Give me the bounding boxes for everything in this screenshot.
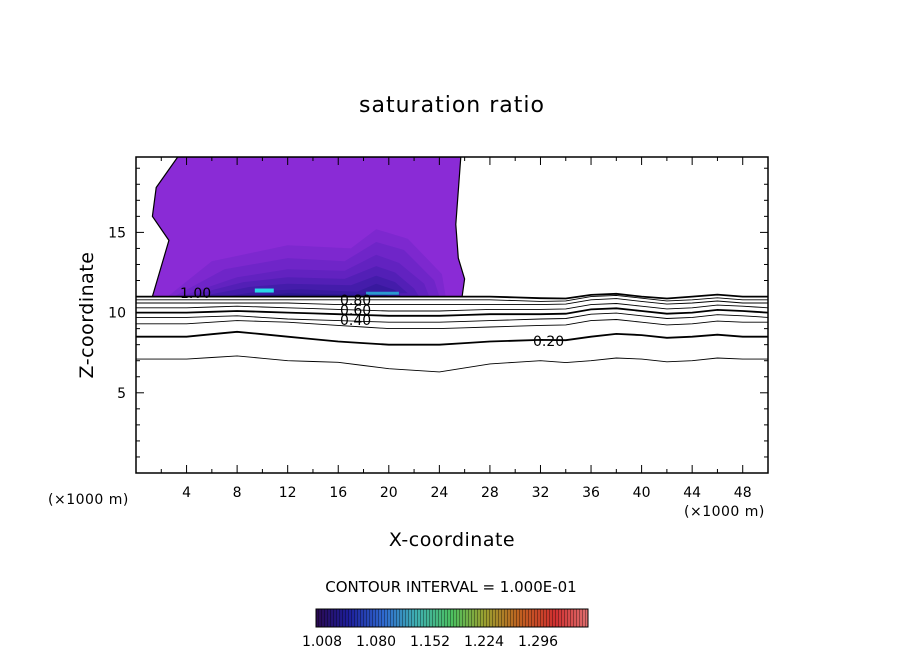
contour-line xyxy=(136,319,768,330)
cloud-max-cell xyxy=(254,288,274,293)
contour-line xyxy=(136,355,768,373)
contour-line xyxy=(136,292,768,300)
colorbar: 1.008 1.080 1.152 1.224 1.296 xyxy=(302,608,589,650)
cloud-band xyxy=(224,283,402,297)
contour-label-1: 1.00 xyxy=(180,286,211,302)
contour-lines xyxy=(136,292,768,373)
x-axis-ticks: 4 8 12 16 20 24 28 32 36 40 44 48 xyxy=(160,157,752,501)
colorbar-tick-4: 1.224 xyxy=(464,634,504,650)
contour-line xyxy=(136,298,768,306)
z-unit-label: (×1000 m) xyxy=(48,492,129,508)
x-tick-label: 20 xyxy=(380,485,398,501)
x-tick-label: 24 xyxy=(430,485,448,501)
contour-line xyxy=(136,312,768,323)
y-axis-label: Z-coordinate xyxy=(76,252,98,379)
chart-title: saturation ratio xyxy=(359,93,545,118)
y-tick-label: 5 xyxy=(117,386,126,402)
plot-frame xyxy=(135,156,769,474)
colorbar-tick-5: 1.296 xyxy=(518,634,558,650)
x-tick-label: 4 xyxy=(182,485,191,501)
y-tick-label: 10 xyxy=(108,306,126,322)
cloud-band xyxy=(249,291,392,297)
x-tick-label: 36 xyxy=(582,485,600,501)
contour-label-2: 0.80 xyxy=(340,293,371,309)
x-tick-label: 8 xyxy=(233,485,242,501)
x-tick-label: 28 xyxy=(481,485,499,501)
x-unit-label: (×1000 m) xyxy=(684,504,765,520)
colorbar-tick-1: 1.008 xyxy=(302,634,342,650)
y-axis-ticks: 5 10 15 xyxy=(108,167,768,458)
x-tick-label: 12 xyxy=(279,485,297,501)
contour-line xyxy=(136,294,768,302)
contour-label-3: 0.60 xyxy=(340,303,371,319)
cloud-max-cell xyxy=(366,291,399,295)
colorbar-stripes xyxy=(316,609,588,627)
y-tick-label: 15 xyxy=(108,225,126,241)
contour-label-5: 0.20 xyxy=(533,334,564,350)
contour-label-4: 0.40 xyxy=(340,313,371,329)
cloud-band xyxy=(199,275,408,297)
colorbar-tick-3: 1.152 xyxy=(410,634,450,650)
contour-line xyxy=(136,307,768,317)
supersaturated-region xyxy=(151,157,466,298)
x-axis-label: X-coordinate xyxy=(389,529,515,551)
x-tick-label: 16 xyxy=(329,485,347,501)
contour-line xyxy=(136,330,768,346)
contour-interval-text: CONTOUR INTERVAL = 1.000E-01 xyxy=(325,578,576,596)
contour-line xyxy=(136,303,768,312)
x-tick-label: 48 xyxy=(734,485,752,501)
x-tick-label: 32 xyxy=(532,485,550,501)
colorbar-tick-2: 1.080 xyxy=(356,634,396,650)
colorbar-frame xyxy=(315,608,589,628)
x-tick-label: 40 xyxy=(633,485,651,501)
x-tick-label: 44 xyxy=(683,485,701,501)
